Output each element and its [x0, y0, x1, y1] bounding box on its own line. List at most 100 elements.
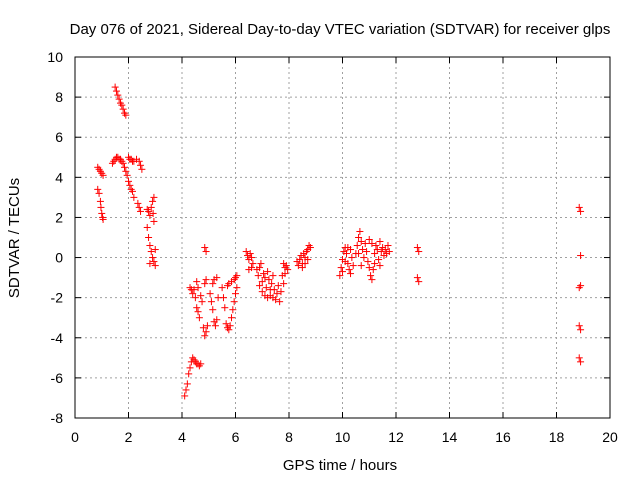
data-points	[94, 83, 585, 400]
data-point	[341, 258, 349, 266]
data-point	[349, 262, 357, 270]
data-point	[149, 254, 157, 262]
data-point	[372, 242, 380, 250]
data-point	[186, 364, 194, 372]
data-point	[99, 215, 107, 223]
data-point	[227, 314, 235, 322]
x-tick-label: 0	[71, 429, 79, 445]
data-point	[145, 234, 153, 241]
x-tick-label: 2	[125, 429, 133, 445]
y-tick-label: 6	[55, 129, 63, 145]
data-point	[256, 264, 264, 272]
data-point	[261, 274, 269, 282]
data-point	[262, 284, 270, 292]
data-point	[126, 181, 134, 189]
data-point	[229, 306, 237, 314]
data-point	[355, 250, 363, 258]
data-point	[207, 298, 215, 306]
data-point	[209, 306, 217, 314]
data-point	[98, 209, 106, 217]
data-point	[298, 264, 306, 272]
data-point	[415, 248, 423, 256]
data-point	[296, 256, 304, 264]
data-point	[281, 270, 289, 278]
data-point	[202, 276, 210, 284]
data-point	[191, 294, 199, 302]
data-point	[201, 280, 209, 288]
data-point	[294, 262, 302, 270]
data-point	[120, 163, 128, 171]
data-point	[375, 256, 383, 264]
data-point	[246, 250, 254, 258]
data-point	[385, 248, 393, 256]
y-tick-label: 8	[55, 89, 63, 105]
x-tick-label: 20	[602, 429, 618, 445]
data-point	[225, 326, 233, 334]
data-point	[413, 244, 421, 252]
data-point	[135, 203, 143, 211]
data-point	[218, 284, 226, 292]
data-point	[365, 264, 373, 272]
data-point	[125, 177, 132, 185]
y-tick-label: -8	[51, 410, 64, 426]
data-point	[274, 282, 282, 290]
data-point	[304, 256, 312, 264]
data-point	[219, 294, 227, 302]
data-point	[336, 272, 344, 280]
x-tick-label: 10	[335, 429, 351, 445]
data-point	[183, 380, 191, 388]
data-point	[256, 282, 264, 290]
data-point	[199, 324, 207, 332]
data-point	[209, 280, 217, 288]
data-point	[356, 227, 364, 235]
data-point	[193, 278, 201, 286]
data-point	[577, 282, 585, 290]
data-point	[242, 248, 250, 256]
data-point	[221, 304, 229, 312]
data-point	[146, 242, 154, 250]
data-point	[339, 268, 346, 276]
x-tick-label: 18	[549, 429, 565, 445]
data-point	[264, 268, 272, 276]
data-point	[249, 260, 257, 268]
grid-lines	[75, 57, 610, 418]
data-point	[248, 254, 256, 262]
data-point	[150, 217, 158, 225]
data-point	[189, 290, 197, 298]
data-point	[112, 87, 120, 95]
data-point	[195, 314, 203, 322]
data-point	[197, 360, 205, 368]
data-point	[149, 209, 157, 217]
x-tick-label: 4	[178, 429, 186, 445]
data-point	[197, 292, 205, 300]
data-point	[269, 294, 277, 302]
x-tick-label: 8	[285, 429, 293, 445]
data-point	[337, 264, 345, 272]
data-point	[96, 197, 104, 205]
data-point	[577, 207, 585, 215]
y-tick-label: 0	[55, 250, 63, 266]
data-point	[194, 308, 202, 316]
data-point	[118, 101, 126, 109]
data-point	[181, 392, 189, 400]
data-point	[193, 304, 201, 312]
data-point	[363, 248, 371, 256]
data-point	[151, 262, 159, 270]
data-point	[194, 284, 202, 292]
axis-ticks: 0 2 4 6 8 10 12 14 16 18 20 -8 -6 -4 -2 0 2 4 6 8 10	[47, 49, 618, 445]
x-tick-label: 12	[388, 429, 404, 445]
data-point	[94, 185, 102, 193]
data-point	[384, 242, 392, 250]
data-point	[365, 236, 373, 244]
data-point	[371, 260, 379, 268]
data-point	[182, 386, 190, 394]
data-point	[355, 234, 363, 241]
data-point	[265, 276, 273, 284]
data-point	[137, 161, 145, 169]
data-point	[232, 290, 239, 298]
data-point	[143, 223, 151, 231]
data-point	[361, 240, 369, 248]
data-point	[151, 246, 159, 254]
data-point	[135, 157, 143, 165]
